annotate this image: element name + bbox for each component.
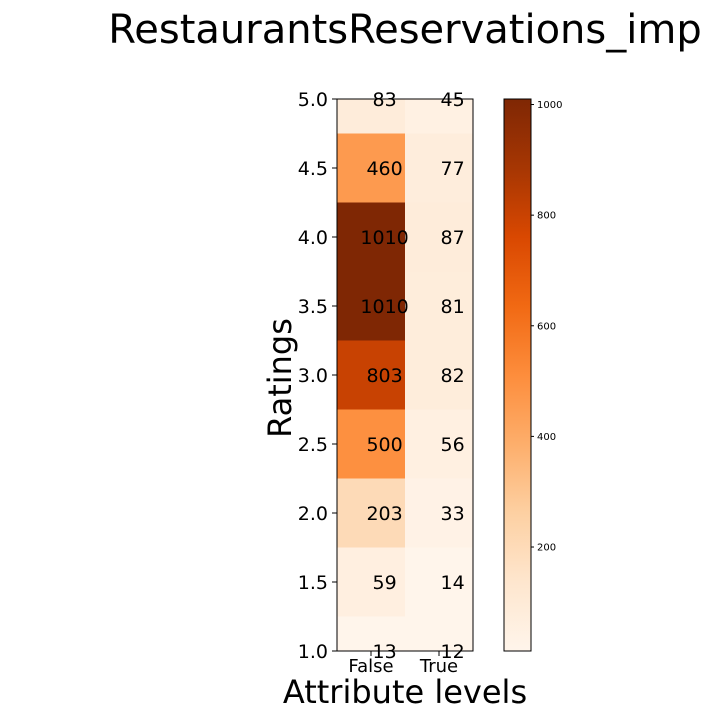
cell-value-label: 1010 [360,296,408,318]
heatmap-cell [405,133,473,203]
colorbar-tick-label: 800 [537,211,556,222]
y-tick-label: 3.5 [298,296,328,318]
x-tick-label: False [348,656,393,677]
x-tick-label: True [419,656,458,677]
colorbar-gradient [503,98,532,652]
heatmap-cell [337,409,405,479]
cell-value-label: 56 [441,434,465,456]
cell-value-label: 500 [366,434,402,456]
heatmap-cells [337,99,473,651]
y-axis-label: Ratings [261,318,299,438]
cell-value-label: 14 [441,572,465,594]
heatmap-cell [337,547,405,617]
heatmap-cell [337,340,405,410]
y-tick-label: 3.0 [298,365,328,387]
heatmap-cell [405,547,473,617]
cell-value-label: 83 [373,89,397,111]
y-tick-label: 1.5 [298,572,328,594]
cell-value-label: 77 [441,158,465,180]
heatmap-cell [405,478,473,548]
cell-labels: 13 12 59 14 203 33 500 56 803 82 1010 81 1010 87 460 77… [360,89,464,663]
colorbar-tick-label: 200 [537,543,556,554]
cell-value-label: 45 [441,89,465,111]
y-axis: 1.0 1.5 2.0 2.5 3.0 3.5 4.0 4.5 5.0 [298,89,337,663]
cell-value-label: 803 [366,365,402,387]
colorbar-tick-label: 400 [537,432,556,443]
heatmap-cell [405,202,473,272]
colorbar-tick-label: 600 [537,321,556,332]
cell-value-label: 33 [441,503,465,525]
colorbar-ticks: 200 400 600 800 1000 [531,100,562,554]
x-axis: False True [348,651,458,677]
heatmap-cell [337,271,405,341]
heatmap-cell [337,616,405,651]
heatmap-cell [337,202,405,272]
cell-value-label: 12 [441,641,465,663]
cell-value-label: 1010 [360,227,408,249]
y-tick-label: 4.5 [298,158,328,180]
colorbar: 200 400 600 800 1000 [503,98,562,652]
cell-value-label: 87 [441,227,465,249]
cell-value-label: 203 [366,503,402,525]
heatmap-cell [405,271,473,341]
heatmap-cell [337,478,405,548]
heatmap-cell [405,616,473,651]
heatmap-cell [405,409,473,479]
cell-value-label: 82 [441,365,465,387]
cell-value-label: 59 [373,572,397,594]
y-tick-label: 5.0 [298,89,328,111]
heatmap-cell [405,99,473,134]
x-axis-label: Attribute levels [283,673,527,711]
cell-value-label: 13 [373,641,397,663]
y-tick-label: 4.0 [298,227,328,249]
y-tick-label: 2.0 [298,503,328,525]
cell-value-label: 81 [441,296,465,318]
y-tick-label: 2.5 [298,434,328,456]
chart-title: RestaurantsReservations_imp [108,7,701,53]
heatmap-cell [337,99,405,134]
colorbar-tick-label: 1000 [537,100,562,111]
heatmap-cell [405,340,473,410]
cell-value-label: 460 [366,158,402,180]
heatmap-cell [337,133,405,203]
y-tick-label: 1.0 [298,641,328,663]
